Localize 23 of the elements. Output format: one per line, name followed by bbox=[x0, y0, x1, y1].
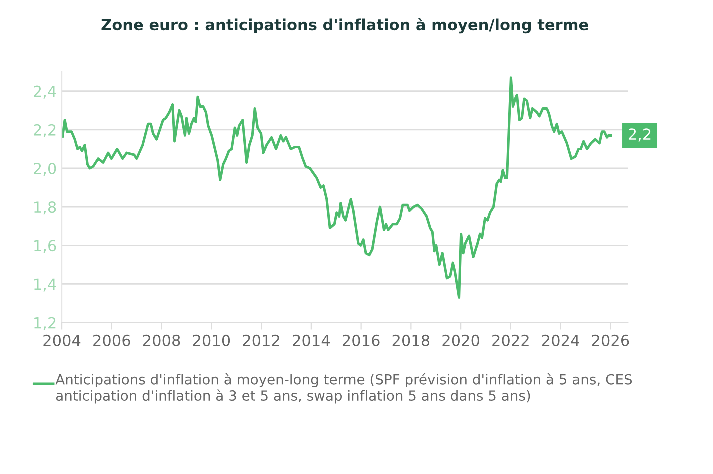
y-tick-label: 1,4 bbox=[34, 278, 56, 292]
x-tick-label: 2022 bbox=[492, 334, 529, 346]
y-tick-label: 1,2 bbox=[34, 317, 56, 330]
x-tick-label: 2020 bbox=[442, 334, 480, 346]
chart-title: Zone euro : anticipations d'inflation à moyen/long terme bbox=[102, 18, 588, 34]
legend-label: Anticipations d'inflation à moyen-long terme (SPF prévision d'inflation à 5 ans, CES anticipation d'inflation à 3 et 5 ans, swap inflation 5 ans dans 5 ans) bbox=[56, 374, 632, 404]
x-tick-label: 2004 bbox=[44, 334, 81, 346]
y-tick-label: 2,4 bbox=[34, 86, 56, 99]
y-tick-label: 1,6 bbox=[34, 240, 56, 254]
x-tick-label: 2010 bbox=[193, 334, 230, 346]
x-tick-label: 2008 bbox=[143, 334, 180, 346]
y-tick-label: 2,2 bbox=[34, 124, 56, 138]
x-tick-label: 2014 bbox=[293, 334, 330, 346]
y-tick-label: 1,8 bbox=[34, 202, 56, 215]
x-tick-label: 2024 bbox=[542, 334, 580, 346]
x-tick-label: 2006 bbox=[94, 334, 130, 346]
x-tick-label: 2018 bbox=[392, 334, 430, 346]
y-tick-label: 2,0 bbox=[34, 162, 56, 176]
line-series bbox=[62, 76, 612, 299]
annotation: 2,2 bbox=[628, 128, 651, 142]
x-tick-label: 2016 bbox=[342, 334, 380, 346]
x-tick-label: 2026 bbox=[592, 334, 630, 346]
x-tick-label: 2012 bbox=[243, 334, 280, 346]
